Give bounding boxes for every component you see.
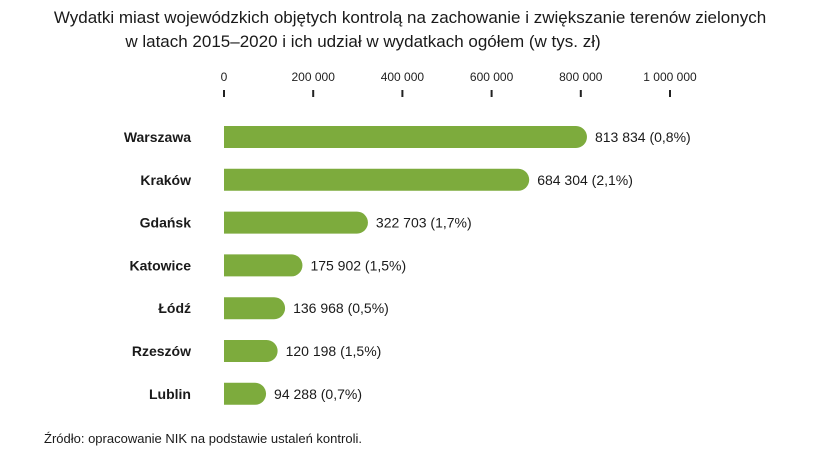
x-tick-label: 400 000 bbox=[381, 70, 425, 84]
source-note: Źródło: opracowanie NIK na podstawie ust… bbox=[44, 431, 362, 446]
category-label: Rzeszów bbox=[132, 343, 191, 359]
x-tick-label: 600 000 bbox=[470, 70, 514, 84]
bar-Kraków bbox=[224, 168, 530, 191]
bar-Warszawa bbox=[224, 126, 587, 148]
data-label: 684 304 (2,1%) bbox=[537, 172, 633, 188]
category-label: Warszawa bbox=[124, 129, 191, 145]
x-tick-label: 1 000 000 bbox=[643, 70, 697, 84]
data-label: 120 198 (1,5%) bbox=[286, 343, 382, 359]
category-label: Kraków bbox=[140, 172, 191, 188]
data-label: 94 288 (0,7%) bbox=[274, 386, 362, 402]
bar-Lublin bbox=[224, 382, 267, 405]
bar-Rzeszów bbox=[224, 340, 278, 362]
category-label: Łódź bbox=[158, 300, 191, 316]
bar-Łódź bbox=[224, 297, 286, 320]
data-label: 322 703 (1,7%) bbox=[376, 215, 472, 231]
x-tick-label: 200 000 bbox=[292, 70, 336, 84]
bar-Katowice bbox=[224, 254, 303, 277]
category-label: Gdańsk bbox=[140, 215, 192, 231]
data-label: 136 968 (0,5%) bbox=[293, 300, 389, 316]
chart-subtitle: w latach 2015–2020 i ich udział w wydatk… bbox=[125, 32, 601, 51]
data-label: 175 902 (1,5%) bbox=[310, 257, 406, 273]
bar-Gdańsk bbox=[224, 211, 368, 234]
chart-title: Wydatki miast wojewódzkich objętych kont… bbox=[53, 8, 767, 27]
x-tick-label: 0 bbox=[221, 70, 228, 84]
category-label: Lublin bbox=[149, 386, 191, 402]
category-label: Katowice bbox=[130, 257, 192, 273]
x-tick-label: 800 000 bbox=[559, 70, 603, 84]
data-label: 813 834 (0,8%) bbox=[595, 129, 691, 145]
